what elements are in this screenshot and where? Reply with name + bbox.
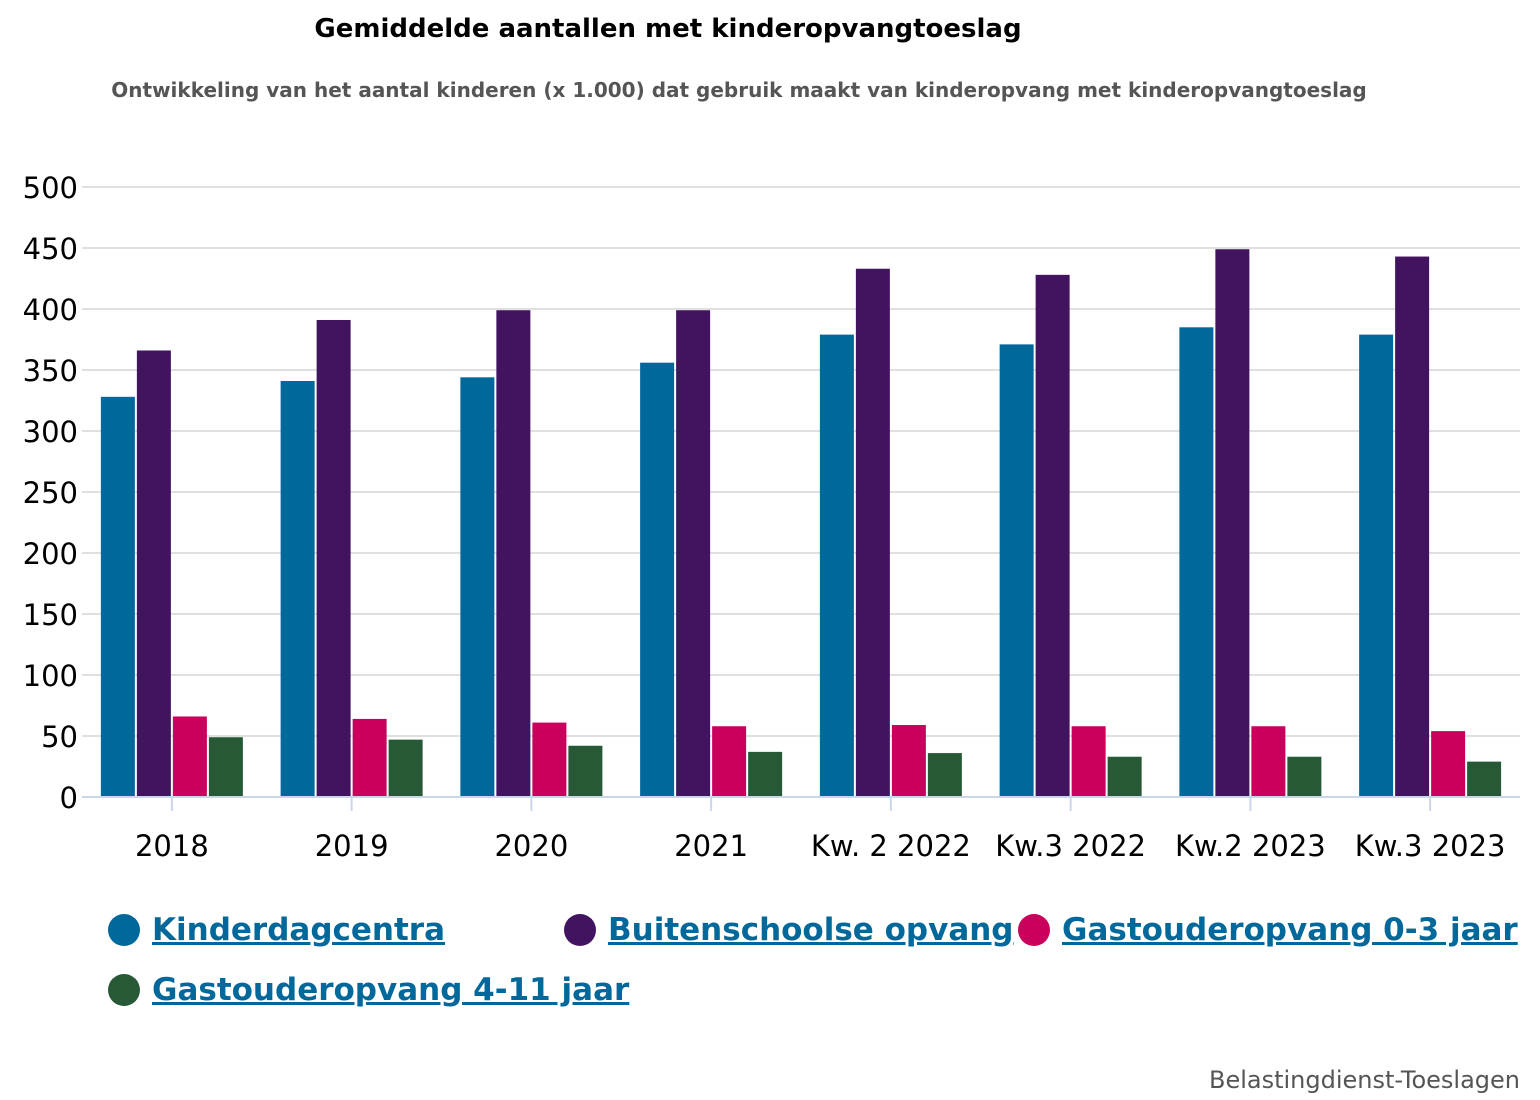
bar-gastouderopvang-4-11-jaar-2[interactable] <box>568 745 603 797</box>
x-tick-label: 2020 <box>494 829 568 863</box>
x-tick-label: Kw.2 2023 <box>1175 829 1326 863</box>
bar-gastouderopvang-4-11-jaar-3[interactable] <box>748 751 783 797</box>
bar-kinderdagcentra-1[interactable] <box>280 380 315 797</box>
y-tick-label: 100 <box>23 659 78 693</box>
bar-buitenschoolse-opvang-5[interactable] <box>1035 274 1070 798</box>
bar-buitenschoolse-opvang-3[interactable] <box>676 310 711 797</box>
y-tick-label: 400 <box>23 293 78 327</box>
y-tick-label: 150 <box>23 598 78 632</box>
bar-kinderdagcentra-5[interactable] <box>999 344 1034 797</box>
x-axis: 2018 2019 2020 2021 Kw. 2 2022 Kw.3 2022 Kw.2 … <box>82 796 1520 863</box>
x-tick-label: Kw.3 2022 <box>995 829 1146 863</box>
x-tick-label: 2018 <box>135 829 209 863</box>
y-tick-label: 200 <box>23 537 78 571</box>
legend-item-kinderdagcentra[interactable]: Kinderdagcentra <box>108 912 445 948</box>
legend-label-gastouderopvang-4-11[interactable]: Gastouderopvang 4-11 jaar <box>152 972 630 1008</box>
y-tick-label: 450 <box>23 232 78 266</box>
legend-item-buitenschoolse-opvang[interactable]: Buitenschoolse opvang <box>564 912 1014 948</box>
bar-buitenschoolse-opvang-7[interactable] <box>1395 256 1430 797</box>
legend-marker-gastouderopvang-4-11 <box>108 974 140 1006</box>
legend-marker-buitenschoolse-opvang <box>564 914 596 946</box>
y-tick-label: 350 <box>23 354 78 388</box>
bar-gastouderopvang-0-3-jaar-1[interactable] <box>352 718 387 797</box>
bar-gastouderopvang-4-11-jaar-5[interactable] <box>1107 756 1142 797</box>
legend-marker-gastouderopvang-0-3 <box>1018 914 1050 946</box>
source-credit: Belastingdienst-Toeslagen <box>1208 1066 1520 1094</box>
legend-label-gastouderopvang-0-3[interactable]: Gastouderopvang 0-3 jaar <box>1062 912 1518 948</box>
bar-gastouderopvang-0-3-jaar-2[interactable] <box>532 722 567 797</box>
bar-gastouderopvang-4-11-jaar-0[interactable] <box>208 737 243 797</box>
bars <box>100 249 1502 798</box>
legend-item-gastouderopvang-0-3[interactable]: Gastouderopvang 0-3 jaar <box>1018 912 1518 948</box>
bar-gastouderopvang-0-3-jaar-3[interactable] <box>712 726 747 797</box>
bar-kinderdagcentra-3[interactable] <box>640 362 675 797</box>
bar-gastouderopvang-0-3-jaar-6[interactable] <box>1251 726 1286 797</box>
x-tick-label: 2019 <box>315 829 389 863</box>
bar-gastouderopvang-4-11-jaar-7[interactable] <box>1467 761 1502 797</box>
bar-gastouderopvang-0-3-jaar-5[interactable] <box>1071 726 1106 797</box>
legend-item-gastouderopvang-4-11[interactable]: Gastouderopvang 4-11 jaar <box>108 972 629 1008</box>
x-tick-label: Kw.3 2023 <box>1355 829 1506 863</box>
bar-gastouderopvang-4-11-jaar-6[interactable] <box>1287 756 1322 797</box>
bar-kinderdagcentra-7[interactable] <box>1359 334 1394 797</box>
bar-kinderdagcentra-6[interactable] <box>1179 327 1214 797</box>
legend-marker-kinderdagcentra <box>108 914 140 946</box>
bar-gastouderopvang-0-3-jaar-7[interactable] <box>1431 731 1466 797</box>
y-tick-label: 300 <box>23 415 78 449</box>
x-tick-label: 2021 <box>674 829 748 863</box>
y-axis-tick-labels: 0 50 100 150 200 250 300 350 400 450 500 <box>23 171 78 815</box>
bar-gastouderopvang-0-3-jaar-0[interactable] <box>172 716 207 797</box>
chart-subtitle: Ontwikkeling van het aantal kinderen (x … <box>111 78 1367 102</box>
bar-kinderdagcentra-0[interactable] <box>100 396 135 797</box>
bar-gastouderopvang-0-3-jaar-4[interactable] <box>891 725 926 797</box>
bar-kinderdagcentra-2[interactable] <box>460 377 495 797</box>
bar-buitenschoolse-opvang-1[interactable] <box>316 319 351 797</box>
y-tick-label: 250 <box>23 476 78 510</box>
legend-label-buitenschoolse-opvang[interactable]: Buitenschoolse opvang <box>608 912 1014 948</box>
y-tick-label: 50 <box>41 720 78 754</box>
bar-gastouderopvang-4-11-jaar-1[interactable] <box>388 739 423 797</box>
y-tick-label: 0 <box>60 781 78 815</box>
legend-label-kinderdagcentra[interactable]: Kinderdagcentra <box>152 912 446 948</box>
y-tick-label: 500 <box>23 171 78 205</box>
bar-buitenschoolse-opvang-4[interactable] <box>855 268 890 797</box>
chart-title: Gemiddelde aantallen met kinderopvangtoe… <box>314 14 1022 44</box>
bar-kinderdagcentra-4[interactable] <box>819 334 854 797</box>
bar-buitenschoolse-opvang-6[interactable] <box>1215 249 1250 798</box>
x-tick-label: Kw. 2 2022 <box>811 829 971 863</box>
bar-buitenschoolse-opvang-0[interactable] <box>136 350 171 797</box>
bar-buitenschoolse-opvang-2[interactable] <box>496 310 531 797</box>
bar-gastouderopvang-4-11-jaar-4[interactable] <box>927 753 962 797</box>
